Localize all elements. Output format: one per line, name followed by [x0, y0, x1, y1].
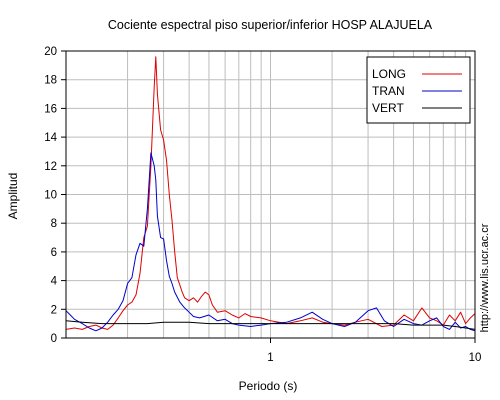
legend-box — [366, 56, 471, 124]
x-axis-label: Periodo (s) — [239, 379, 298, 393]
x-tick-label: 1 — [267, 352, 273, 364]
y-tick-label: 8 — [51, 218, 57, 230]
y-tick-label: 0 — [51, 333, 57, 345]
y-tick-label: 20 — [44, 46, 57, 58]
legend: LONG TRAN VERT — [366, 56, 471, 124]
y-tick-label: 12 — [44, 161, 57, 173]
y-tick-label: 4 — [51, 276, 58, 288]
legend-label-tran: TRAN — [372, 84, 405, 98]
legend-label-long: LONG — [372, 67, 406, 81]
series-line-vert — [65, 320, 476, 330]
y-tick-label: 14 — [44, 132, 57, 144]
series-line-tran — [65, 152, 476, 332]
data-series — [65, 56, 476, 332]
y-axis-label: Amplitud — [6, 173, 20, 220]
legend-items: LONG TRAN VERT — [372, 67, 462, 115]
website-note: http://www.lis.ucr.ac.cr — [479, 223, 491, 332]
y-tick-label: 2 — [51, 304, 57, 316]
x-tick-label: 10 — [469, 352, 482, 364]
axis-ticks: 0 2 4 6 8 10 12 14 16 18 20 1 10 — [44, 46, 481, 364]
y-tick-label: 16 — [44, 103, 57, 115]
legend-label-vert: VERT — [372, 101, 404, 115]
chart-title: Cociente espectral piso superior/inferio… — [108, 18, 433, 32]
y-tick-label: 6 — [51, 247, 57, 259]
y-tick-label: 10 — [44, 190, 57, 202]
y-tick-label: 18 — [44, 75, 57, 87]
series-line-long — [65, 56, 476, 330]
